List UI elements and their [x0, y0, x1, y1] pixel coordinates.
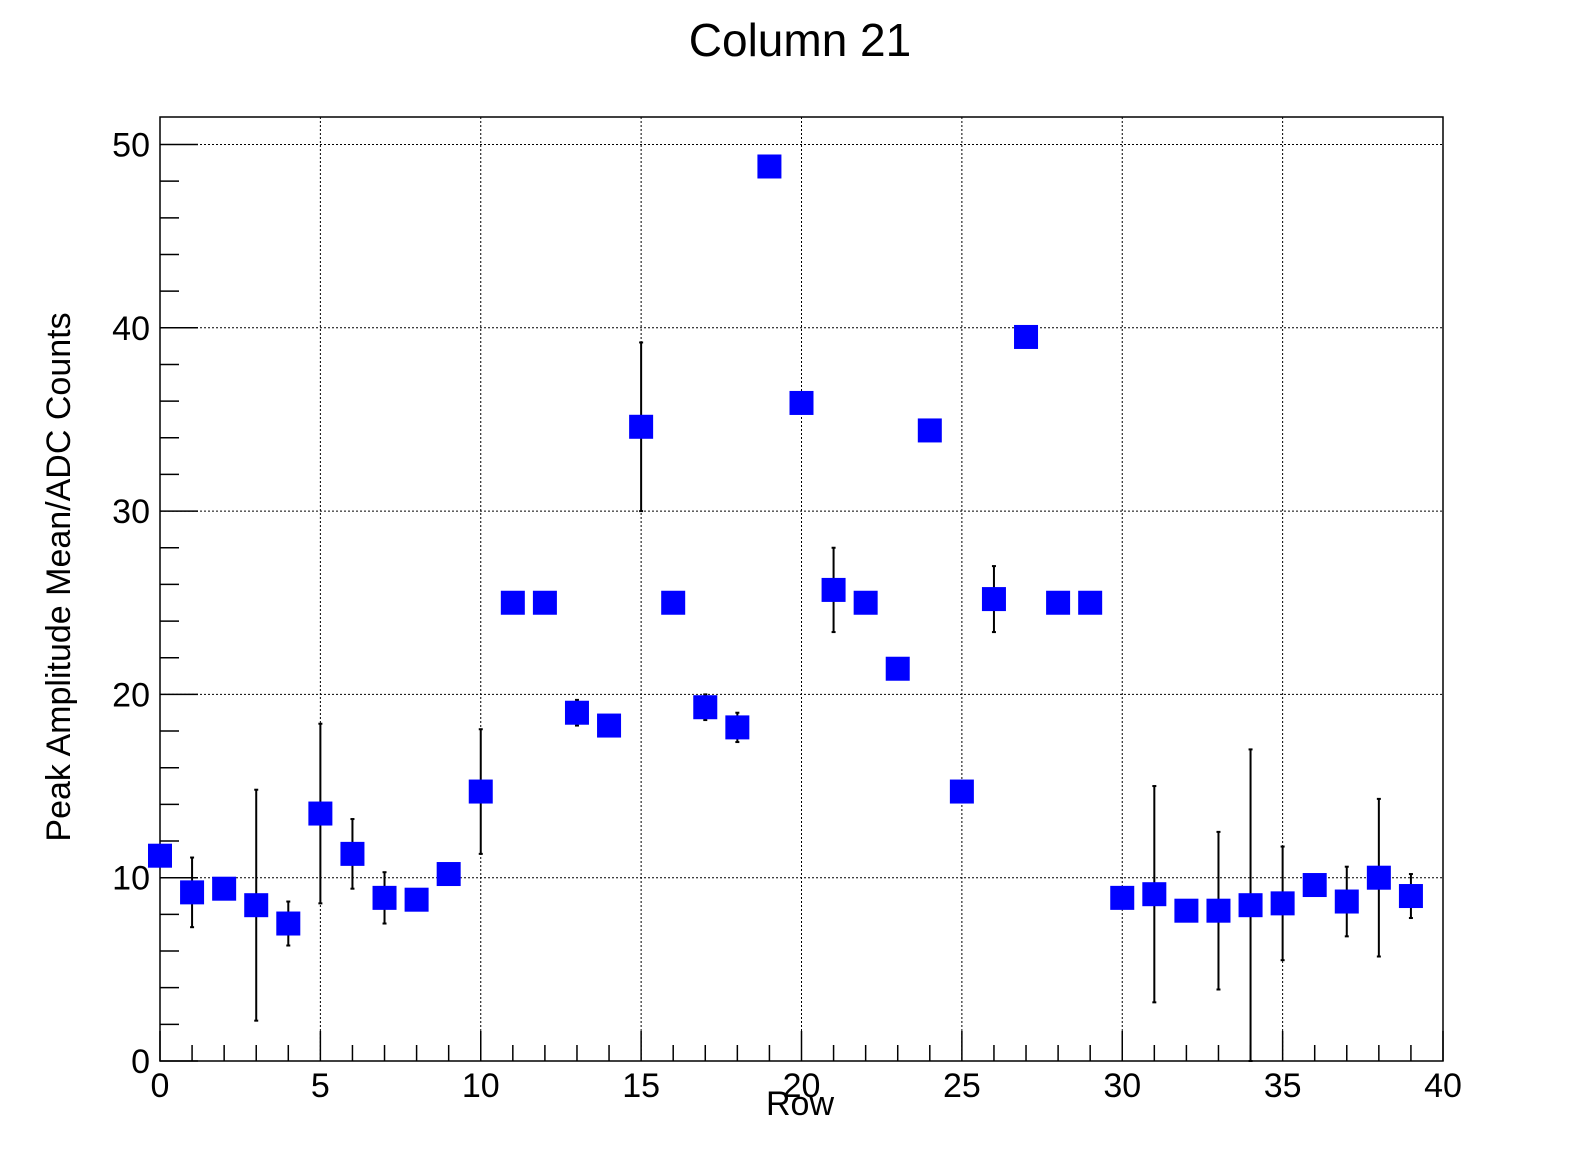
x-tick-label: 30 [1103, 1067, 1141, 1105]
x-tick-label: 15 [622, 1067, 660, 1105]
x-tick-label: 35 [1264, 1067, 1302, 1105]
data-point [597, 713, 622, 738]
y-tick-label: 0 [131, 1043, 150, 1081]
x-tick-label: 5 [311, 1067, 330, 1105]
chart-title: Column 21 [689, 14, 911, 66]
data-point [436, 862, 461, 887]
data-point [276, 911, 301, 936]
data-point [1366, 865, 1391, 890]
y-tick-label: 40 [112, 310, 150, 348]
data-point [180, 880, 205, 905]
data-point [693, 695, 718, 720]
data-point [1270, 891, 1295, 916]
data-point [212, 876, 237, 901]
data-point [629, 414, 654, 439]
data-point [725, 715, 750, 740]
data-point [885, 656, 910, 681]
data-point [1238, 893, 1263, 918]
data-point [404, 887, 429, 912]
data-point [500, 590, 525, 615]
data-point [1398, 884, 1423, 909]
axes: 0 5 10 15 20 25 30 35 40 0 10 20 30 40 50 [112, 116, 1462, 1105]
data-point [372, 885, 397, 910]
data-point [532, 590, 557, 615]
data-point [1046, 590, 1071, 615]
data-point [244, 893, 269, 918]
x-tick-label: 40 [1424, 1067, 1462, 1105]
y-tick-label: 10 [112, 860, 150, 898]
data-points [148, 154, 1423, 936]
grid [160, 117, 1443, 1061]
data-point [468, 779, 493, 804]
data-point [821, 577, 846, 602]
data-point [340, 841, 365, 866]
data-point [981, 587, 1006, 612]
y-tick-label: 50 [112, 126, 150, 164]
data-point [789, 390, 814, 415]
data-point [853, 590, 878, 615]
data-point [949, 779, 974, 804]
y-tick-label: 30 [112, 493, 150, 531]
data-point [1206, 898, 1231, 923]
data-point [661, 590, 686, 615]
data-point [1110, 885, 1135, 910]
data-point [1174, 898, 1199, 923]
data-point [564, 700, 589, 725]
data-point [1142, 882, 1167, 907]
x-tick-label: 0 [151, 1067, 170, 1105]
x-tick-label: 20 [783, 1067, 821, 1105]
x-tick-label: 25 [943, 1067, 981, 1105]
x-tick-label: 10 [462, 1067, 500, 1105]
y-axis-label: Peak Amplitude Mean/ADC Counts [40, 312, 78, 841]
x-axis-label: Row [766, 1085, 834, 1123]
y-tick-label: 20 [112, 676, 150, 714]
data-point [148, 843, 172, 868]
data-point [1078, 590, 1103, 615]
data-point [308, 801, 333, 826]
labels: Column 21 Row Peak Amplitude Mean/ADC Co… [40, 14, 911, 1123]
data-point [757, 154, 782, 179]
data-point [917, 418, 942, 443]
data-point [1014, 324, 1039, 349]
data-point [1334, 889, 1359, 914]
data-point [1302, 873, 1327, 898]
